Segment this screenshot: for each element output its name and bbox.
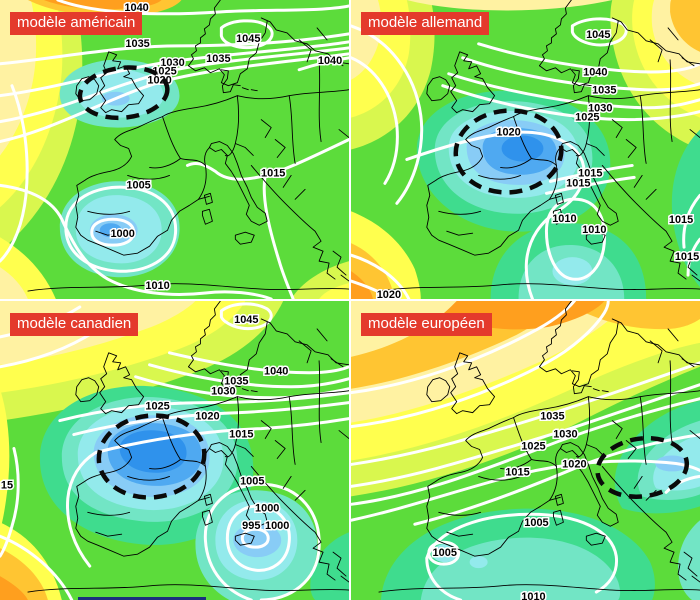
- isobar-label-1025: 1025: [145, 401, 169, 413]
- isobar-label-1015: 1015: [669, 214, 693, 226]
- isobar-label-1010: 1010: [552, 213, 576, 225]
- isobar-label-1035: 1035: [592, 85, 616, 97]
- isobar-label-1010: 1010: [582, 224, 606, 236]
- panel-modele-americain: 1040 1035 1045 1035 1030 1025 1020 1040 1015 1005…: [0, 0, 349, 299]
- isobar-label-1000: 1000: [110, 228, 134, 240]
- highlight-overlay: [77, 65, 170, 121]
- isobar-label-1015: 1015: [578, 167, 602, 179]
- isobar-label-1015: 1015: [505, 466, 529, 478]
- low-pressure-highlight-ellipse: [77, 65, 170, 121]
- highlight-overlay: [453, 108, 564, 195]
- isobar-label-1030: 1030: [588, 103, 612, 115]
- panel-modele-canadien: 1045 1040 1035 1030 1025 1020 1015 1005 1000 995 1…: [0, 301, 349, 600]
- isobar-label-1005: 1005: [240, 475, 264, 487]
- isobar-label-1040: 1040: [583, 67, 607, 79]
- isobar-label-1010: 1010: [521, 591, 545, 600]
- weather-map-allemand: 1045104010351030102510201015101510101010…: [351, 0, 700, 299]
- isobar-contours: [351, 301, 700, 600]
- pressure-color-field: [0, 0, 349, 299]
- model-label: modèle allemand: [361, 12, 490, 35]
- highlight-overlay: [595, 435, 690, 499]
- isobar-label-1045: 1045: [236, 33, 260, 45]
- isobar-label-1035: 1035: [224, 376, 248, 388]
- model-label: modèle américain: [10, 12, 143, 35]
- isobar-label-1035: 1035: [206, 53, 230, 65]
- isobar-label-1040: 1040: [264, 366, 288, 378]
- isobar-labels: 1045104010351030102510201015101510101010…: [375, 27, 700, 299]
- isobar-label-1015: 1015: [566, 177, 590, 189]
- isobar-label-1030: 1030: [211, 386, 235, 398]
- isobar-label-15: 15: [1, 479, 13, 491]
- panel-modele-europeen: 1035 1030 1025 1020 1015 1005 1005 1010 modèle …: [351, 301, 700, 600]
- low-pressure-highlight-ellipse: [595, 435, 690, 499]
- isobar-label-1025: 1025: [152, 66, 176, 78]
- isobar-label-1015: 1015: [261, 167, 285, 179]
- isobar-label-1030: 1030: [160, 57, 184, 69]
- isobar-label-1020: 1020: [195, 411, 219, 423]
- isobar-label-1030: 1030: [553, 429, 577, 441]
- isobar-label-1015: 1015: [675, 251, 699, 263]
- isobar-label-1005: 1005: [524, 517, 548, 529]
- highlight-overlay: [96, 413, 207, 500]
- isobar-label-1020: 1020: [496, 127, 520, 139]
- panel-modele-allemand: 1045 1040 1035 1030 1025 1020 1015 1015 1010 1010…: [351, 0, 700, 299]
- isobar-label-1025: 1025: [575, 112, 599, 124]
- low-pressure-highlight-ellipse: [96, 413, 207, 500]
- model-label: modèle européen: [361, 313, 492, 336]
- attribution-bar-remnant: [78, 597, 206, 600]
- isobar-label-1005: 1005: [126, 179, 150, 191]
- isobar-label-1035: 1035: [540, 411, 564, 423]
- isobar-label-1040: 1040: [124, 2, 148, 14]
- isobar-label-1015: 1015: [229, 429, 253, 441]
- low-pressure-highlight-ellipse: [453, 108, 564, 195]
- isobar-label-1000: 1000: [255, 502, 279, 514]
- isobar-label-1000: 1000: [265, 520, 289, 532]
- isobar-label-1045: 1045: [586, 29, 610, 41]
- isobar-contours: [351, 17, 700, 299]
- isobar-label-1035: 1035: [125, 38, 149, 50]
- isobar-labels: 1035 1030 1025 1020 1015 1005 1005 1010: [431, 409, 588, 600]
- isobar-label-1040: 1040: [318, 55, 342, 67]
- isobar-label-995: 995: [242, 520, 260, 532]
- isobar-label-1020: 1020: [562, 458, 586, 470]
- pressure-color-field: [0, 301, 349, 600]
- isobar-label-1005: 1005: [433, 547, 457, 559]
- isobar-label-1025: 1025: [521, 441, 545, 453]
- isobar-label-1010: 1010: [145, 280, 169, 292]
- isobar-label-1020: 1020: [377, 289, 401, 299]
- isobar-label-1045: 1045: [234, 314, 258, 326]
- model-label: modèle canadien: [10, 313, 139, 336]
- weather-map-europeen: 1035 1030 1025 1020 1015 1005 1005 1010: [351, 301, 700, 600]
